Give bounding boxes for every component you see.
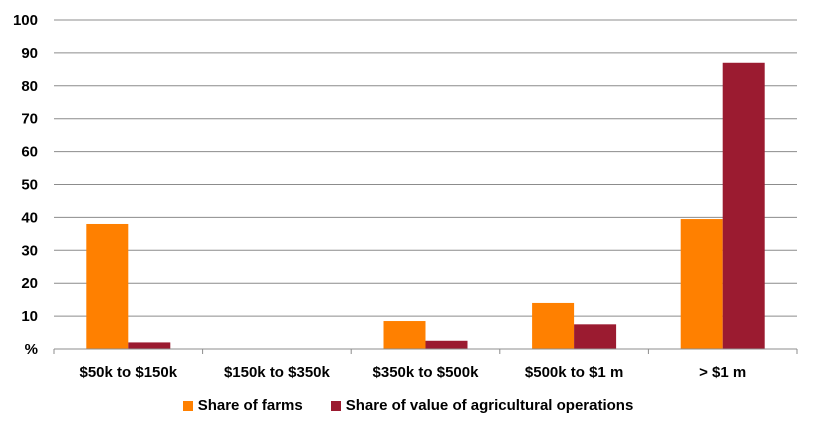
x-axis-ticks	[53, 349, 798, 354]
y-tick-label: 10	[21, 308, 38, 325]
x-tick-label: $50k to $150k	[80, 364, 178, 381]
x-tick-label: > $1 m	[699, 364, 746, 381]
x-axis-labels: $50k to $150k $150k to $350k $350k to $500…	[80, 364, 747, 381]
bar-value	[128, 342, 171, 349]
legend-label-farms: Share of farms	[197, 397, 303, 414]
y-tick-label: 70	[21, 111, 38, 128]
bar-farms	[532, 302, 575, 349]
bar-value	[574, 324, 617, 349]
legend-label-value: Share of value of agricultural operation…	[345, 397, 634, 414]
bar-farms	[86, 223, 129, 349]
y-axis-ticks: % 10 20 30 40 50 60 70 80 90 100	[13, 12, 38, 358]
y-tick-label: 50	[21, 177, 38, 194]
legend-swatch-farms	[182, 400, 193, 411]
y-tick-label: %	[25, 341, 38, 358]
bar-chart: % 10 20 30 40 50 60 70 80 90 100 $50k to $150k $150…	[13, 12, 798, 381]
legend-swatch-value	[330, 400, 341, 411]
y-tick-label: 30	[21, 242, 38, 259]
bar-farms	[680, 219, 723, 349]
y-tick-label: 60	[21, 144, 38, 161]
bar-farms	[383, 321, 426, 349]
x-tick-label: $500k to $1 m	[525, 364, 623, 381]
y-tick-label: 100	[13, 12, 38, 29]
y-tick-label: 80	[21, 78, 38, 95]
bars	[86, 62, 765, 350]
legend: Share of farms Share of value of agricul…	[0, 397, 816, 414]
y-tick-label: 20	[21, 275, 38, 292]
bar-value	[425, 340, 468, 349]
legend-item-value: Share of value of agricultural operation…	[330, 397, 634, 414]
gridlines	[54, 19, 797, 317]
bar-value	[722, 62, 765, 350]
legend-item-farms: Share of farms	[182, 397, 303, 414]
x-tick-label: $350k to $500k	[373, 364, 480, 381]
y-tick-label: 40	[21, 209, 38, 226]
y-tick-label: 90	[21, 45, 38, 62]
x-tick-label: $150k to $350k	[224, 364, 331, 381]
